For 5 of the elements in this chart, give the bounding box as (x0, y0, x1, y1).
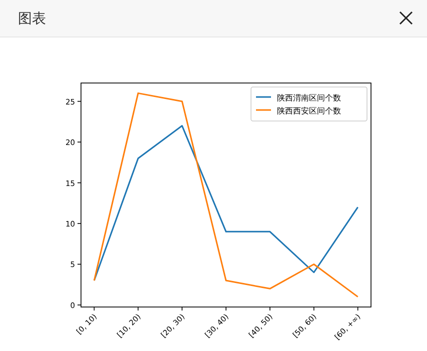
legend-label: 陕西西安区间个数 (277, 106, 341, 116)
legend-label: 陕西渭南区间个数 (277, 94, 341, 102)
chart-title: 图表 (18, 11, 46, 27)
line-series (93, 125, 359, 282)
line-series (93, 92, 359, 298)
